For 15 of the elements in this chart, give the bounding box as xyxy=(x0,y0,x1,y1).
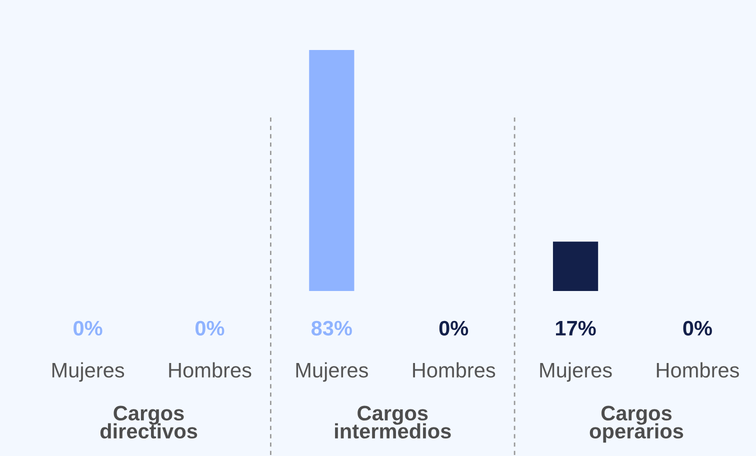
data-label: 17% xyxy=(556,320,596,336)
data-label: 0% xyxy=(74,320,102,336)
data-label: 0% xyxy=(195,320,224,336)
data-label: 0% xyxy=(439,320,468,336)
text: Cargos directivos xyxy=(100,406,198,439)
data-label: 83% xyxy=(311,320,352,336)
x-tick-label: Hombres xyxy=(413,362,496,378)
x-tick-label: Hombres xyxy=(656,362,739,378)
text: Cargos operarios xyxy=(590,406,684,443)
x-tick-label: Mujeres xyxy=(52,362,124,382)
text: Cargos intermedios xyxy=(335,406,451,439)
data-label: 0% xyxy=(683,320,712,336)
x-tick-label: Hombres xyxy=(169,362,252,378)
x-tick-label: Mujeres xyxy=(296,362,368,382)
x-tick-label: Mujeres xyxy=(540,362,612,382)
